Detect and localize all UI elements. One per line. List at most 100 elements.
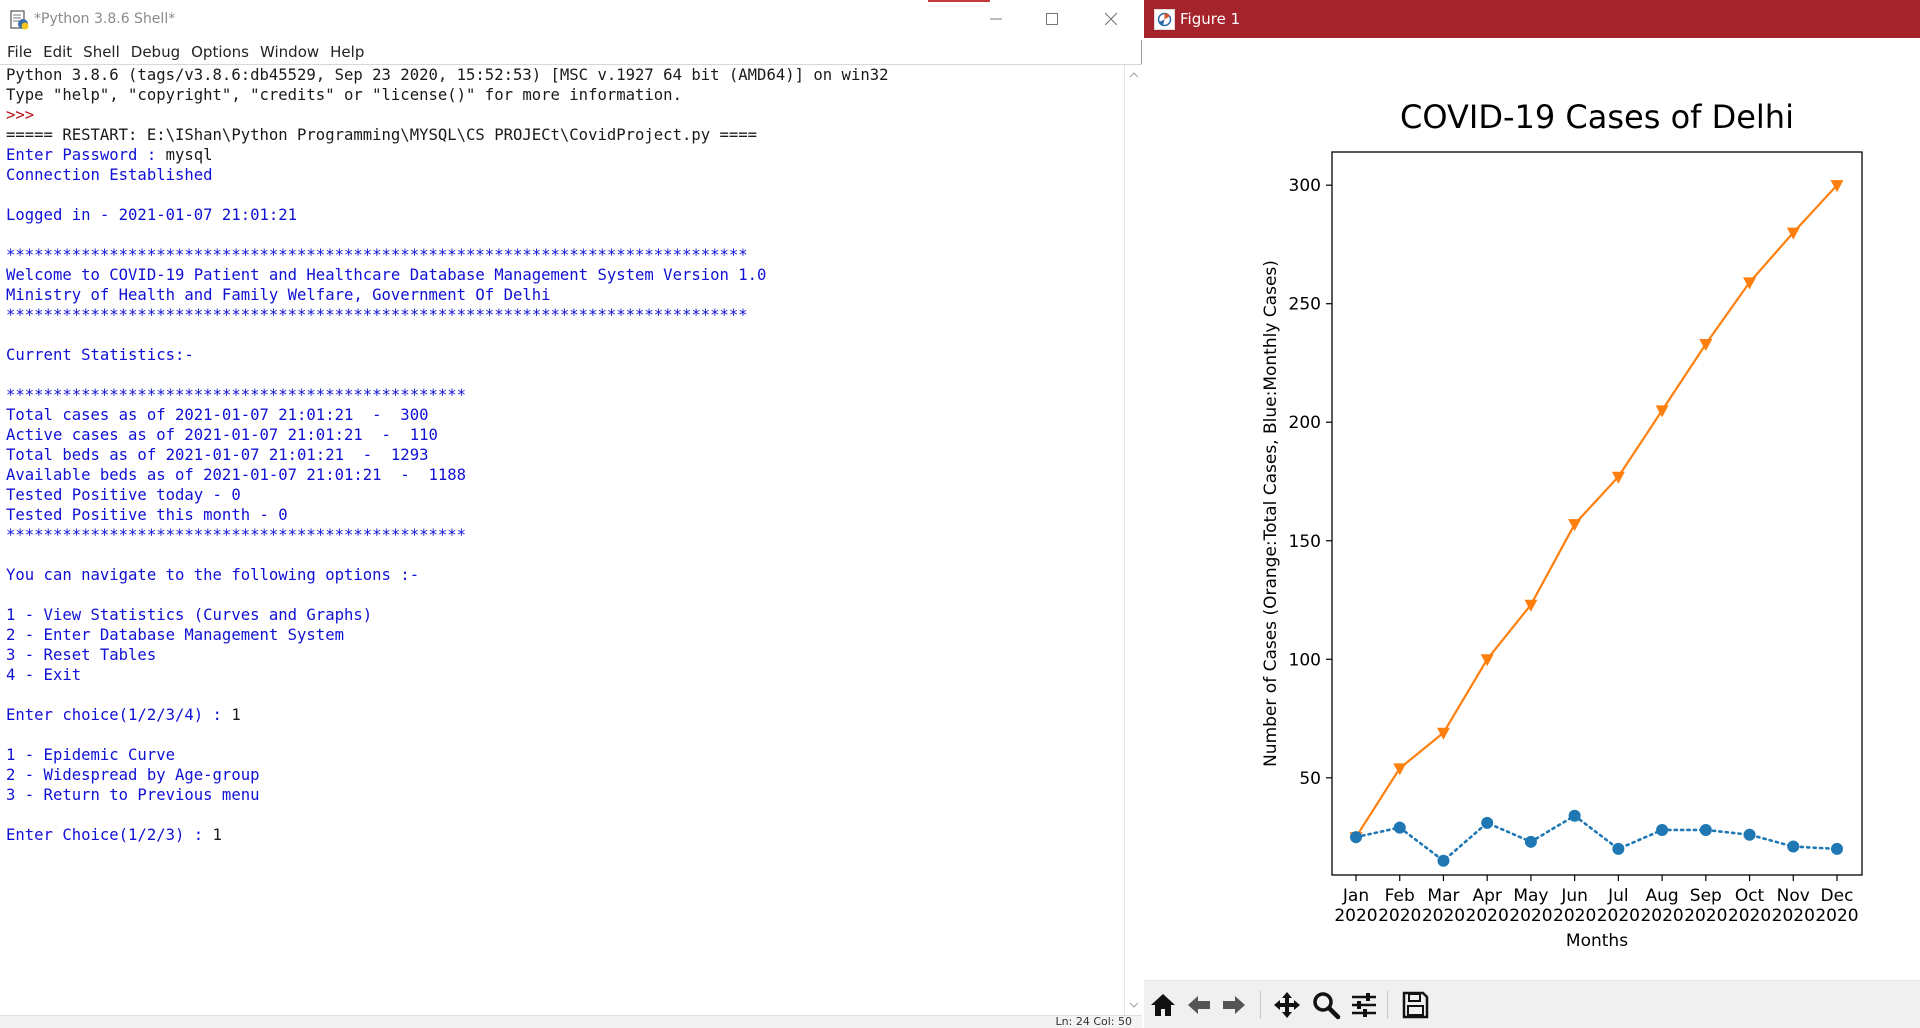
data-point — [1568, 809, 1581, 822]
scroll-down-arrow-icon[interactable] — [1125, 997, 1143, 1013]
x-tick-label: Jan 2020 — [1334, 886, 1377, 926]
figure-titlebar[interactable]: Figure 1 — [1144, 0, 1920, 38]
data-point — [1699, 823, 1712, 836]
scroll-up-arrow-icon[interactable] — [1125, 67, 1143, 83]
menu-window[interactable]: Window — [260, 43, 320, 61]
x-tick-label: Nov 2020 — [1772, 886, 1815, 926]
menu-debug[interactable]: Debug — [130, 43, 181, 61]
x-tick-label: Jun 2020 — [1553, 886, 1596, 926]
save-button[interactable] — [1398, 988, 1432, 1022]
console-text: Logged in - 2021-01-07 21:01:21 — [6, 206, 298, 224]
configure-subplots-button[interactable] — [1347, 988, 1381, 1022]
menu-shell[interactable]: Shell — [83, 43, 120, 61]
console-line: Total beds as of 2021-01-07 21:01:21 - 1… — [6, 445, 1124, 465]
console-line: Enter choice(1/2/3/4) : 1 — [6, 705, 1124, 725]
configure-subplots-icon — [1352, 993, 1376, 1017]
x-tick-label: Apr 2020 — [1466, 886, 1509, 926]
user-input: mysql — [165, 146, 213, 164]
console-line: Type "help", "copyright", "credits" or "… — [6, 85, 1124, 105]
shell-titlebar[interactable]: *Python 3.8.6 Shell* — [0, 0, 1142, 40]
user-input: 1 — [231, 706, 241, 724]
data-point — [1699, 339, 1713, 352]
console-text: Ministry of Health and Family Welfare, G… — [6, 286, 551, 304]
console-text: Connection Established — [6, 166, 213, 184]
shell-statusbar: Ln: 24 Col: 50 — [0, 1015, 1142, 1028]
y-tick-label: 150 — [1289, 532, 1321, 552]
data-point — [1393, 763, 1407, 776]
console-line: ****************************************… — [6, 525, 1124, 545]
pan-button[interactable] — [1270, 988, 1304, 1022]
cursor-position: Ln: 24 Col: 50 — [1055, 1015, 1132, 1028]
x-tick-label: Sep 2020 — [1684, 886, 1727, 926]
data-point — [1656, 823, 1669, 836]
console-line: Enter Password : mysql — [6, 145, 1124, 165]
line-chart: COVID-19 Cases of Delhi 50 100 150 200 250 300… — [1261, 98, 1863, 951]
console-text: Type "help", "copyright", "credits" or "… — [6, 86, 682, 104]
console-line: Logged in - 2021-01-07 21:01:21 — [6, 205, 1124, 225]
menu-file[interactable]: File — [7, 43, 33, 61]
shell-console[interactable]: Python 3.8.6 (tags/v3.8.6:db45529, Sep 2… — [0, 65, 1124, 1015]
console-text: 4 - Exit — [6, 666, 82, 684]
save-icon — [1402, 991, 1429, 1019]
console-line: ****************************************… — [6, 305, 1124, 325]
close-button[interactable] — [1088, 0, 1134, 38]
console-line — [6, 725, 1124, 745]
data-point — [1830, 180, 1844, 193]
console-line: Enter Choice(1/2/3) : 1 — [6, 825, 1124, 845]
menu-help[interactable]: Help — [330, 43, 365, 61]
chart-title: COVID-19 Cases of Delhi — [1400, 98, 1794, 136]
data-point — [1655, 405, 1669, 418]
console-line — [6, 325, 1124, 345]
console-line: 1 - Epidemic Curve — [6, 745, 1124, 765]
console-text: 2 - Enter Database Management System — [6, 626, 344, 644]
close-icon — [1105, 13, 1117, 25]
forward-button[interactable] — [1217, 988, 1251, 1022]
menu-options[interactable]: Options — [191, 43, 249, 61]
menu-edit[interactable]: Edit — [43, 43, 73, 61]
console-line: Tested Positive this month - 0 — [6, 505, 1124, 525]
console-text: Current Statistics:- — [6, 346, 194, 364]
console-text: ****************************************… — [6, 246, 748, 264]
maximize-button[interactable] — [1029, 0, 1075, 38]
console-line: Active cases as of 2021-01-07 21:01:21 -… — [6, 425, 1124, 445]
console-text: Tested Positive today - 0 — [6, 486, 241, 504]
console-line: 2 - Enter Database Management System — [6, 625, 1124, 645]
console-line — [6, 585, 1124, 605]
y-axis-label: Number of Cases (Orange:Total Cases, Blu… — [1261, 260, 1281, 767]
console-text: Tested Positive this month - 0 — [6, 506, 288, 524]
console-text: You can navigate to the following option… — [6, 566, 420, 584]
zoom-button[interactable] — [1309, 988, 1343, 1022]
home-icon — [1151, 994, 1175, 1016]
console-text: ****************************************… — [6, 386, 467, 404]
console-line: 2 - Widespread by Age-group — [6, 765, 1124, 785]
back-button[interactable] — [1182, 988, 1216, 1022]
data-point — [1437, 854, 1450, 867]
python-idle-icon — [10, 10, 29, 30]
data-point — [1786, 227, 1800, 240]
console-text: 2 - Widespread by Age-group — [6, 766, 260, 784]
console-text: ****************************************… — [6, 526, 467, 544]
data-point — [1524, 835, 1537, 848]
console-line: 3 - Return to Previous menu — [6, 785, 1124, 805]
y-tick-label: 250 — [1289, 295, 1321, 315]
home-button[interactable] — [1146, 988, 1180, 1022]
console-scrollbar[interactable] — [1124, 65, 1142, 1015]
data-point — [1612, 842, 1625, 855]
minimize-button[interactable] — [973, 0, 1019, 38]
menubar-divider — [0, 64, 1142, 65]
console-text: Welcome to COVID-19 Patient and Healthca… — [6, 266, 767, 284]
x-tick-label: May 2020 — [1509, 886, 1552, 926]
data-point — [1524, 599, 1538, 612]
data-point — [1393, 821, 1406, 834]
zoom-icon — [1313, 992, 1341, 1020]
titlebar-accent — [928, 0, 990, 2]
x-tick-label: Oct 2020 — [1728, 886, 1771, 926]
toolbar-separator — [1387, 991, 1388, 1019]
figure-window-title: Figure 1 — [1180, 10, 1241, 28]
console-text: Active cases as of 2021-01-07 21:01:21 -… — [6, 426, 438, 444]
idle-shell-window: *Python 3.8.6 Shell* File Edit Shell Deb… — [0, 0, 1142, 1028]
console-text: 1 - View Statistics (Curves and Graphs) — [6, 606, 373, 624]
console-text: Total beds as of 2021-01-07 21:01:21 - 1… — [6, 446, 429, 464]
console-line — [6, 185, 1124, 205]
forward-arrow-icon — [1223, 996, 1245, 1014]
